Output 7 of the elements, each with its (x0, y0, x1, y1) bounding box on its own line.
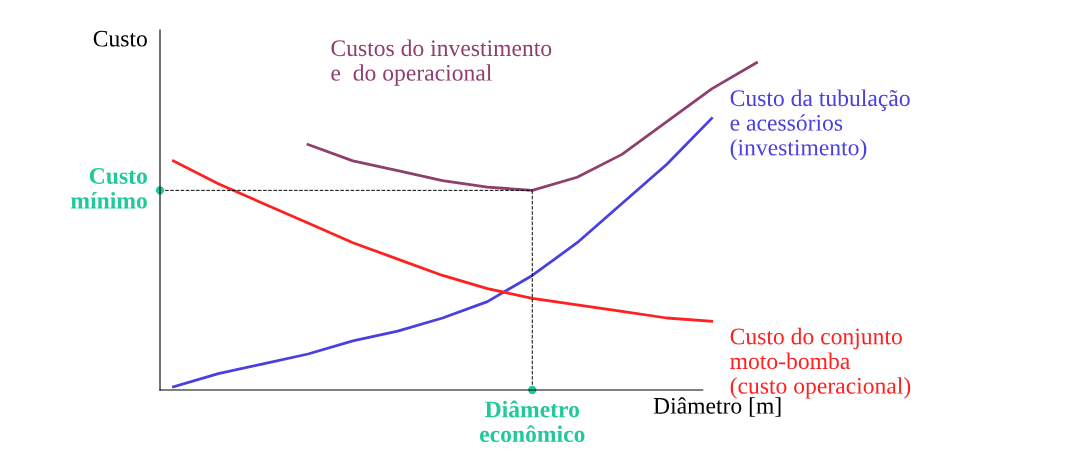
ref-line-label: Custo mínimo (71, 168, 147, 209)
series-label: Custo da tubulação e acessórios (investimento) (730, 89, 910, 161)
series-label: Custo do conjunto moto-bomba (custo operacional) (730, 327, 911, 399)
x-axis-title: Diâmetro [m] (653, 397, 781, 417)
y-axis-title: Custo (93, 30, 147, 47)
text: Diâmetro econômico (479, 400, 585, 443)
text: Custos do investimento e do operacional (331, 39, 552, 86)
